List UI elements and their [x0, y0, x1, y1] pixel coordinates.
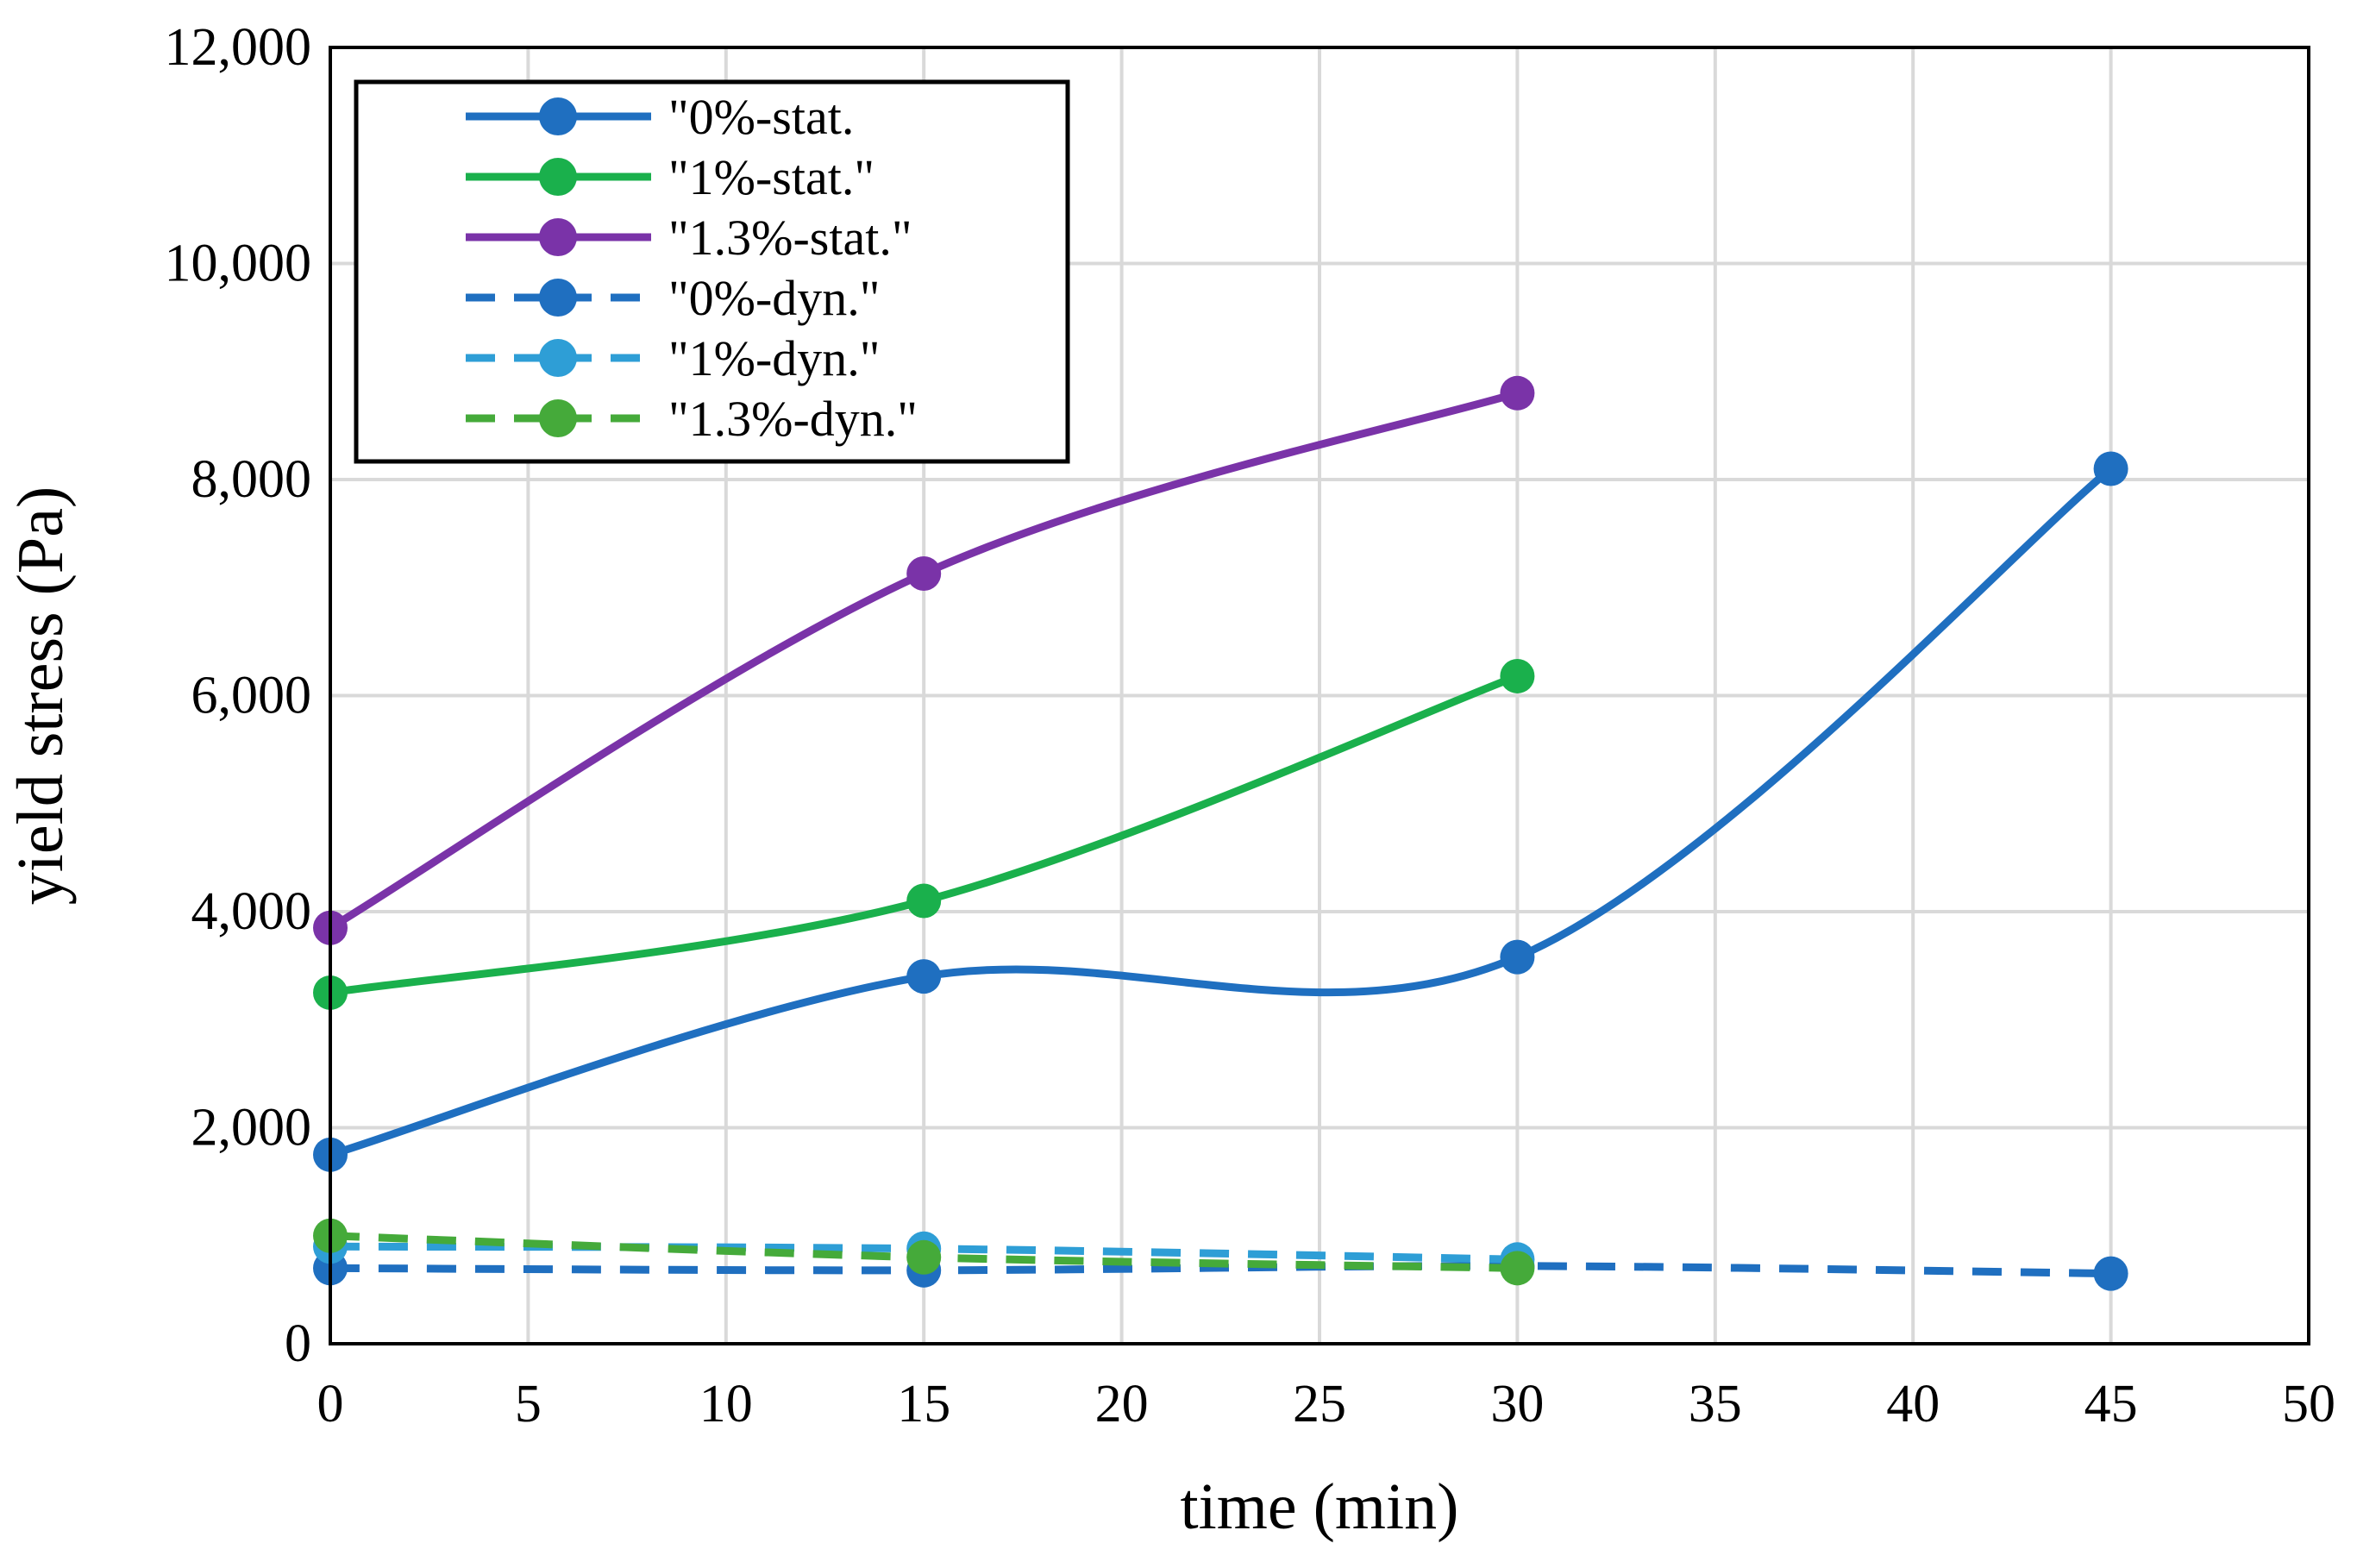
- x-tick-label: 10: [699, 1375, 753, 1433]
- y-tick-label: 8,000: [191, 450, 312, 509]
- legend-entry: "0%-dyn.": [466, 270, 880, 326]
- x-tick-label: 45: [2084, 1375, 2138, 1433]
- data-point: [906, 1239, 942, 1275]
- data-point: [906, 555, 942, 591]
- series-line: [329, 466, 2114, 1159]
- y-tick-label: 0: [285, 1314, 311, 1373]
- data-point: [906, 959, 942, 994]
- x-tick-label: 35: [1689, 1375, 1742, 1433]
- series-2: [313, 375, 1535, 945]
- y-axis-title: yield stress (Pa): [4, 486, 77, 905]
- legend-marker: [539, 399, 577, 437]
- data-point: [2093, 451, 2128, 486]
- legend-marker: [539, 97, 577, 135]
- legend-label: "0%-dyn.": [668, 270, 880, 326]
- x-tick-label: 15: [897, 1375, 950, 1433]
- legend-label: "1%-stat.": [668, 149, 874, 205]
- legend-entry: "1%-stat.": [466, 149, 874, 205]
- y-tick-label: 2,000: [191, 1099, 312, 1157]
- x-tick-label: 25: [1293, 1375, 1346, 1433]
- y-tick-label: 12,000: [165, 18, 312, 77]
- legend-label: "1%-dyn.": [668, 330, 880, 386]
- y-tick-label: 4,000: [191, 882, 312, 941]
- tick-labels: 0 5 10 15 20 25 30 35 40 45 50 0 2,000 4,000 6,000 8,00…: [165, 18, 2336, 1433]
- x-tick-label: 40: [1886, 1375, 1940, 1433]
- y-tick-label: 10,000: [165, 235, 312, 293]
- legend-label: "1.3%-dyn.": [668, 391, 918, 447]
- x-tick-label: 20: [1095, 1375, 1149, 1433]
- legend-label: "1.3%-stat.": [668, 210, 912, 266]
- legend-label: "0%-stat.: [668, 89, 854, 145]
- x-tick-label: 5: [515, 1375, 542, 1433]
- data-point: [1500, 375, 1535, 411]
- x-axis-title: time (min): [1181, 1471, 1459, 1543]
- series-5: [313, 1218, 1535, 1286]
- data-point: [2093, 1256, 2128, 1291]
- y-tick-label: 6,000: [191, 667, 312, 725]
- legend-marker: [539, 339, 577, 377]
- legend-marker: [539, 218, 577, 256]
- plot-area-frame: [329, 46, 2310, 1345]
- legend-marker: [539, 279, 577, 317]
- legend-entry: "0%-stat.: [466, 89, 854, 145]
- legend-entry: "1%-dyn.": [466, 330, 880, 386]
- data-point: [1500, 939, 1535, 975]
- data-point: [906, 883, 942, 919]
- legend-box: [354, 79, 1070, 464]
- x-tick-label: 30: [1490, 1375, 1544, 1433]
- legend: "0%-stat."1%-stat.""1.3%-stat.""0%-dyn."…: [354, 79, 1070, 464]
- data-point: [1500, 1251, 1535, 1286]
- legend-entry: "1.3%-stat.": [466, 210, 912, 266]
- x-tick-label: 0: [317, 1375, 344, 1433]
- legend-marker: [539, 158, 577, 196]
- legend-entry: "1.3%-dyn.": [466, 391, 918, 447]
- x-tick-label: 50: [2282, 1375, 2335, 1433]
- series-line: [329, 1262, 2111, 1278]
- data-point: [1500, 658, 1535, 693]
